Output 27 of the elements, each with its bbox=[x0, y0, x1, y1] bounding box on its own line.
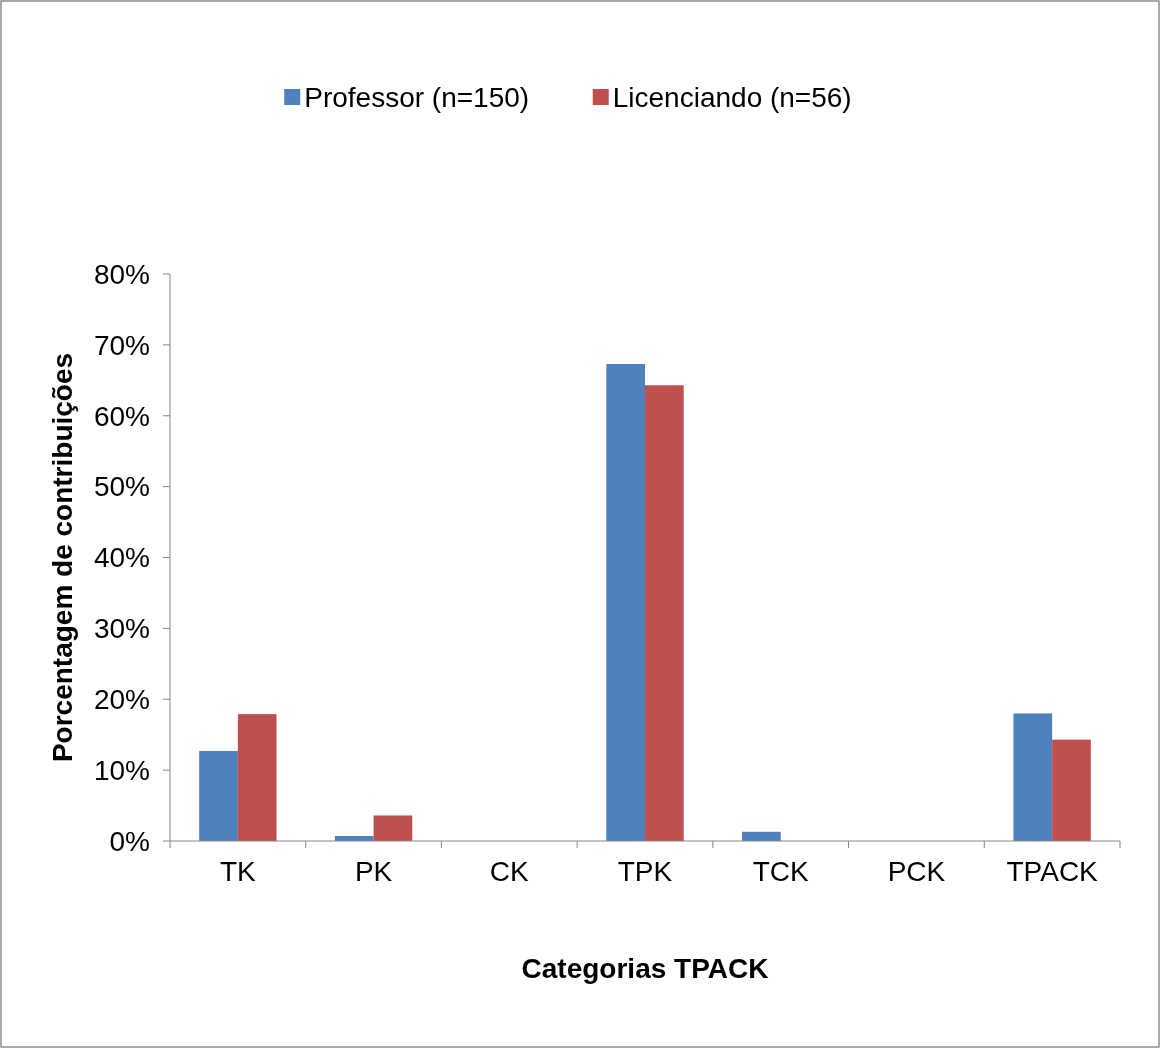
y-axis-title: Porcentagem de contribuições bbox=[47, 352, 78, 763]
y-tick-label: 80% bbox=[93, 258, 150, 290]
y-tick-label: 10% bbox=[93, 754, 150, 786]
bar bbox=[645, 385, 684, 841]
bar bbox=[373, 815, 413, 841]
x-tick-label: PK bbox=[354, 856, 393, 887]
y-tick-label: 60% bbox=[93, 400, 150, 432]
bar bbox=[1052, 739, 1091, 841]
x-tick-label: PCK bbox=[887, 856, 946, 887]
x-tick-label: TCK bbox=[752, 856, 810, 887]
y-tick-label: 30% bbox=[93, 613, 150, 645]
y-tick-label: 50% bbox=[93, 471, 150, 503]
y-tick-label: 0% bbox=[109, 825, 150, 857]
x-tick-label: TPK bbox=[617, 856, 673, 887]
legend-label: Licenciando (n=56) bbox=[612, 81, 852, 113]
bar bbox=[606, 364, 645, 841]
y-tick-label: 70% bbox=[93, 329, 150, 361]
legend-label: Professor (n=150) bbox=[304, 81, 530, 113]
x-tick-label: CK bbox=[489, 856, 530, 887]
y-tick-label: 40% bbox=[93, 542, 150, 574]
x-axis-title: Categorias TPACK bbox=[521, 953, 769, 984]
bar bbox=[199, 750, 238, 841]
bar bbox=[1013, 713, 1053, 841]
x-tick-label: TK bbox=[219, 856, 257, 887]
bar bbox=[237, 714, 277, 841]
x-tick-label: TPACK bbox=[1006, 856, 1099, 887]
y-tick-label: 20% bbox=[93, 684, 150, 716]
